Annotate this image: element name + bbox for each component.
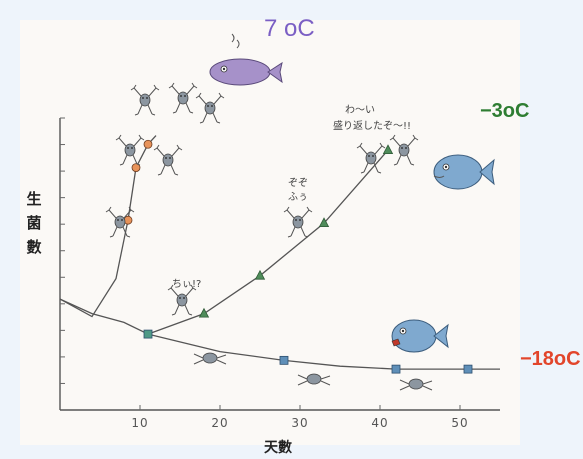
series-label-minus3c: −3oC (480, 100, 529, 122)
series-layer (59, 135, 500, 374)
y-axis-label: 生菌數 (26, 190, 41, 256)
illustrations: わ〜い 盛り返したぞ〜!! ぞぞ ふぅ ちぃ!? (172, 33, 495, 353)
data-point-circle (131, 163, 141, 173)
series-line (147, 149, 389, 335)
plot-paper (20, 20, 520, 445)
y-axis-label-char: 菌 (26, 214, 41, 232)
fish-speech-top: わ〜い (345, 104, 375, 116)
fallen-bacteria-icon (297, 373, 331, 386)
data-point-square (391, 364, 401, 374)
x-ticks: 10 20 30 40 50 (131, 405, 468, 430)
bacteria-icon (105, 206, 135, 238)
bacteria-icon (115, 134, 145, 166)
y-axis-label-char: 數 (26, 238, 41, 256)
data-point-triangle (318, 217, 330, 228)
series-0 (59, 135, 157, 318)
data-point-triangle (382, 144, 394, 155)
axes (59, 118, 500, 411)
fallen-bacteria-icon (193, 352, 227, 365)
x-tick-label: 10 (131, 416, 148, 430)
series-1 (147, 144, 394, 335)
bacteria-icon (167, 284, 197, 316)
data-point-circle (143, 139, 153, 149)
bacteria-icon (168, 82, 198, 114)
data-point-square (463, 364, 473, 374)
x-tick-label: 50 (451, 416, 468, 430)
data-point-triangle (198, 307, 210, 318)
bacteria-doodles (105, 82, 433, 391)
bacteria-icon (389, 134, 419, 166)
bacteria-note-1: ぞぞ (288, 177, 308, 189)
shared-curve-line (59, 298, 149, 335)
fish-speech-bottom: 盛り返したぞ〜!! (333, 119, 411, 132)
series-2 (147, 333, 500, 374)
y-axis-label-char: 生 (26, 190, 41, 208)
bacteria-icon (195, 92, 225, 124)
blue-fish-bottom-icon (391, 319, 449, 353)
shared-initial-curve (59, 298, 149, 335)
x-tick-label: 20 (211, 416, 228, 430)
data-point-square (279, 355, 289, 365)
y-ticks (60, 117, 65, 384)
purple-fish-icon (209, 33, 283, 86)
series-label-7c: 7 oC (264, 15, 315, 42)
x-tick-label: 30 (291, 416, 308, 430)
blue-fish-icon (433, 154, 495, 190)
series-label-minus18c: −18oC (520, 348, 581, 370)
bacteria-icon (356, 142, 386, 174)
bacteria-icon (283, 206, 313, 238)
data-point-triangle (254, 269, 266, 280)
x-axis-label: 天數 (264, 439, 292, 456)
bacteria-icon (153, 144, 183, 176)
bacteria-icon (130, 84, 160, 116)
fallen-bacteria-icon (399, 378, 433, 391)
bacteria-note-2: ふぅ (288, 191, 308, 203)
bacteria-note-3: ちぃ!? (172, 278, 201, 290)
x-tick-label: 40 (371, 416, 388, 430)
data-point-square (143, 329, 153, 339)
